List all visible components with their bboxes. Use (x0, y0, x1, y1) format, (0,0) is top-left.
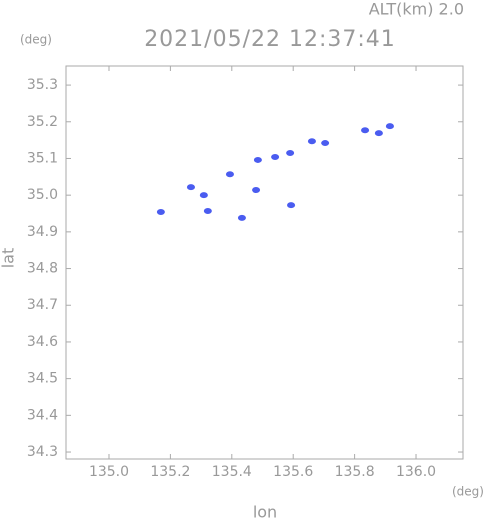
echo-point (203, 207, 212, 214)
y-tick-label: 34.9 (27, 224, 58, 240)
x-tick-label: 135.0 (89, 464, 129, 480)
echo-point (252, 187, 261, 194)
y-unit: (deg) (20, 33, 52, 47)
x-tick-label: 135.6 (273, 464, 313, 480)
y-tick-label: 35.0 (27, 187, 58, 203)
y-tick-label: 34.7 (27, 297, 58, 313)
y-tick-label: 35.1 (27, 150, 58, 166)
y-tick-label: 34.6 (27, 334, 58, 350)
echo-point (225, 171, 234, 178)
echo-point (374, 130, 383, 137)
echo-point (385, 123, 394, 130)
chart-title: 2021/05/22 12:37:41 (144, 27, 396, 52)
echo-point (307, 138, 316, 145)
echo-point (199, 192, 208, 199)
y-tick-label: 35.2 (27, 114, 58, 130)
y-tick-label: 34.4 (27, 407, 58, 423)
echo-point (156, 209, 165, 216)
x-tick-label: 135.8 (335, 464, 375, 480)
echo-point (286, 149, 295, 156)
echo-point (287, 202, 296, 209)
echo-point (361, 127, 370, 134)
x-axis-label: lon (253, 503, 277, 521)
echo-point (186, 184, 195, 191)
x-tick-label: 135.4 (212, 464, 252, 480)
echo-point (271, 154, 280, 161)
y-tick-label: 34.5 (27, 371, 58, 387)
x-unit: (deg) (452, 485, 484, 499)
echo-point (253, 156, 262, 163)
y-tick-label: 35.3 (27, 77, 58, 93)
echo-point (237, 214, 246, 221)
y-tick-label: 34.8 (27, 261, 58, 277)
plot-frame (65, 65, 464, 460)
x-tick-label: 136.0 (396, 464, 436, 480)
altitude: ALT(km) 2.0 (369, 0, 464, 19)
echo-point (321, 140, 330, 147)
y-tick-label: 34.3 (27, 444, 58, 460)
x-tick-label: 135.2 (150, 464, 190, 480)
y-axis-label: lat (0, 248, 18, 269)
